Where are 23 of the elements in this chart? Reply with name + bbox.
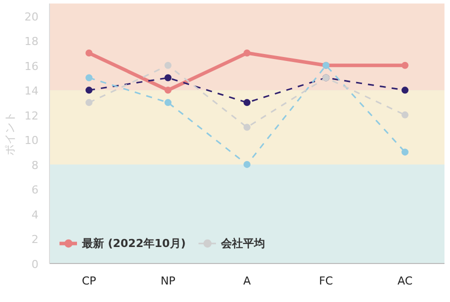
point — [244, 99, 250, 106]
legend-label: 最新 (2022年10月) — [82, 236, 186, 250]
point — [402, 62, 408, 69]
point — [86, 86, 92, 94]
x-tick-label: A — [243, 274, 252, 288]
point — [86, 74, 92, 82]
point — [402, 148, 408, 156]
point — [164, 74, 172, 82]
point — [164, 86, 172, 94]
x-tick-label: AC — [397, 274, 413, 288]
point — [244, 160, 250, 168]
point — [164, 99, 172, 106]
point — [244, 50, 250, 57]
x-tick-label: FC — [318, 274, 334, 288]
x-tick-label: CP — [82, 274, 97, 288]
x-tick-label: NP — [160, 274, 176, 288]
legend-label: 会社平均 — [220, 236, 265, 250]
point — [86, 50, 92, 57]
point — [402, 86, 408, 94]
point — [86, 99, 92, 106]
point — [402, 111, 408, 118]
point — [164, 62, 172, 69]
point — [244, 124, 250, 131]
